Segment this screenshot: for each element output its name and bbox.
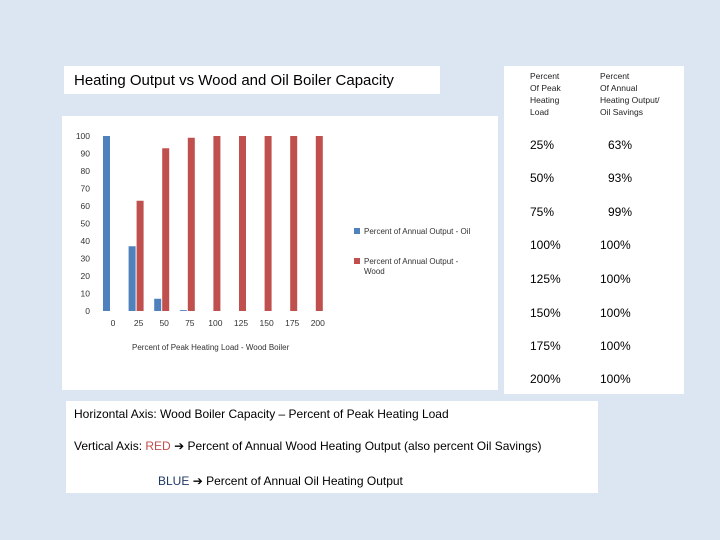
oil-bar: [154, 298, 162, 311]
legend-label-oil: Percent of Annual Output - Oil: [364, 227, 471, 236]
table-cell-output: 100%: [600, 372, 631, 386]
table-cell-peak: 25%: [530, 138, 555, 152]
chart-area: 0 10 20 30 40 50 60 70 80 90 100 0 25 50 75 100 125 150 17…: [62, 116, 498, 390]
vertical-axis-note: Vertical Axis: RED ➔ Percent of Annual W…: [74, 439, 541, 453]
x-tick-label: 200: [311, 318, 325, 328]
header-line: Heating Output/: [600, 95, 660, 105]
header-line: Oil Savings: [600, 107, 643, 117]
legend-swatch-wood: [354, 258, 360, 264]
x-tick-label: 25: [134, 318, 144, 328]
vertical-axis-prefix: Vertical Axis:: [74, 439, 146, 453]
header-line: Of Annual: [600, 83, 638, 93]
header-line: Percent: [600, 71, 630, 81]
table-header-annual-output: Percent Of Annual Heating Output/ Oil Sa…: [600, 70, 680, 118]
x-axis-label: Percent of Peak Heating Load - Wood Boil…: [132, 343, 290, 352]
legend-label-wood: Percent of Annual Output -Wood: [364, 257, 459, 276]
vertical-axis-text: Percent of Annual Wood Heating Output (a…: [184, 439, 542, 453]
y-tick-label: 30: [81, 254, 91, 264]
table-row: 175% 100%: [504, 339, 684, 372]
wood-bar: [187, 137, 195, 311]
axis-notes: Horizontal Axis: Wood Boiler Capacity – …: [66, 401, 598, 493]
wood-bar: [136, 200, 144, 311]
oil-bar: [103, 136, 110, 311]
x-tick-label: 100: [208, 318, 222, 328]
wood-bar: [239, 136, 246, 311]
wood-bar: [264, 136, 272, 311]
wood-bar: [162, 148, 170, 311]
table-cell-peak: 150%: [530, 306, 561, 320]
red-label: RED: [145, 439, 171, 453]
x-tick-label: 50: [159, 318, 169, 328]
y-tick-label: 90: [81, 149, 91, 159]
table-cell-output: 100%: [600, 339, 631, 353]
blue-note-text: Percent of Annual Oil Heating Output: [202, 474, 403, 488]
table-cell-output: 100%: [600, 306, 631, 320]
table-row: 150% 100%: [504, 306, 684, 339]
header-line: Percent: [530, 71, 560, 81]
table-cell-peak: 125%: [530, 272, 561, 286]
table-cell-peak: 100%: [530, 238, 561, 252]
table-header-peak-load: Percent Of Peak Heating Load: [530, 70, 590, 118]
y-tick-label: 10: [81, 289, 91, 299]
table-row: 200% 100%: [504, 372, 684, 405]
bar-chart: 0 10 20 30 40 50 60 70 80 90 100 0 25 50 75 100 125 150 17…: [76, 131, 471, 352]
y-tick-label: 0: [85, 306, 90, 316]
table-cell-peak: 50%: [530, 171, 555, 185]
blue-note: BLUE ➔ Percent of Annual Oil Heating Out…: [158, 474, 403, 488]
x-tick-label: 150: [260, 318, 274, 328]
wood-bar: [290, 136, 298, 311]
table-cell-output: 100%: [600, 272, 631, 286]
table-row: 50% 93%: [504, 171, 684, 204]
y-tick-label: 60: [81, 201, 91, 211]
table-cell-peak: 75%: [530, 205, 555, 219]
arrow-right-icon: ➔: [192, 474, 203, 488]
header-line: Heating: [530, 95, 560, 105]
legend-swatch-oil: [354, 228, 360, 234]
wood-bar: [315, 136, 323, 311]
y-tick-label: 40: [81, 236, 91, 246]
x-tick-label: 175: [285, 318, 299, 328]
oil-bar: [179, 310, 187, 311]
wood-bar: [213, 136, 221, 311]
table-cell-output: 100%: [600, 238, 631, 252]
x-tick-label: 125: [234, 318, 248, 328]
table-cell-output: 99%: [608, 205, 633, 219]
table-row: 125% 100%: [504, 272, 684, 305]
x-tick-label: 0: [111, 318, 116, 328]
horizontal-axis-note: Horizontal Axis: Wood Boiler Capacity – …: [74, 407, 449, 421]
blue-label: BLUE: [158, 474, 190, 488]
data-table: Percent Of Peak Heating Load Percent Of …: [504, 66, 684, 394]
table-cell-peak: 200%: [530, 372, 561, 386]
y-tick-label: 80: [81, 166, 91, 176]
y-tick-label: 70: [81, 184, 91, 194]
oil-bar: [128, 246, 136, 311]
arrow-right-icon: ➔: [174, 439, 185, 453]
chart-title-text: Heating Output vs Wood and Oil Boiler Ca…: [74, 71, 394, 89]
table-cell-peak: 175%: [530, 339, 561, 353]
y-tick-label: 20: [81, 271, 91, 281]
table-cell-output: 93%: [608, 171, 633, 185]
x-tick-label: 75: [185, 318, 195, 328]
chart-title: Heating Output vs Wood and Oil Boiler Ca…: [64, 66, 440, 94]
table-row: 75% 99%: [504, 205, 684, 238]
y-tick-label: 50: [81, 219, 91, 229]
table-row: 100% 100%: [504, 238, 684, 271]
table-row: 25% 63%: [504, 138, 684, 171]
header-line: Load: [530, 107, 549, 117]
table-cell-output: 63%: [608, 138, 633, 152]
header-line: Of Peak: [530, 83, 561, 93]
y-tick-label: 100: [76, 131, 90, 141]
